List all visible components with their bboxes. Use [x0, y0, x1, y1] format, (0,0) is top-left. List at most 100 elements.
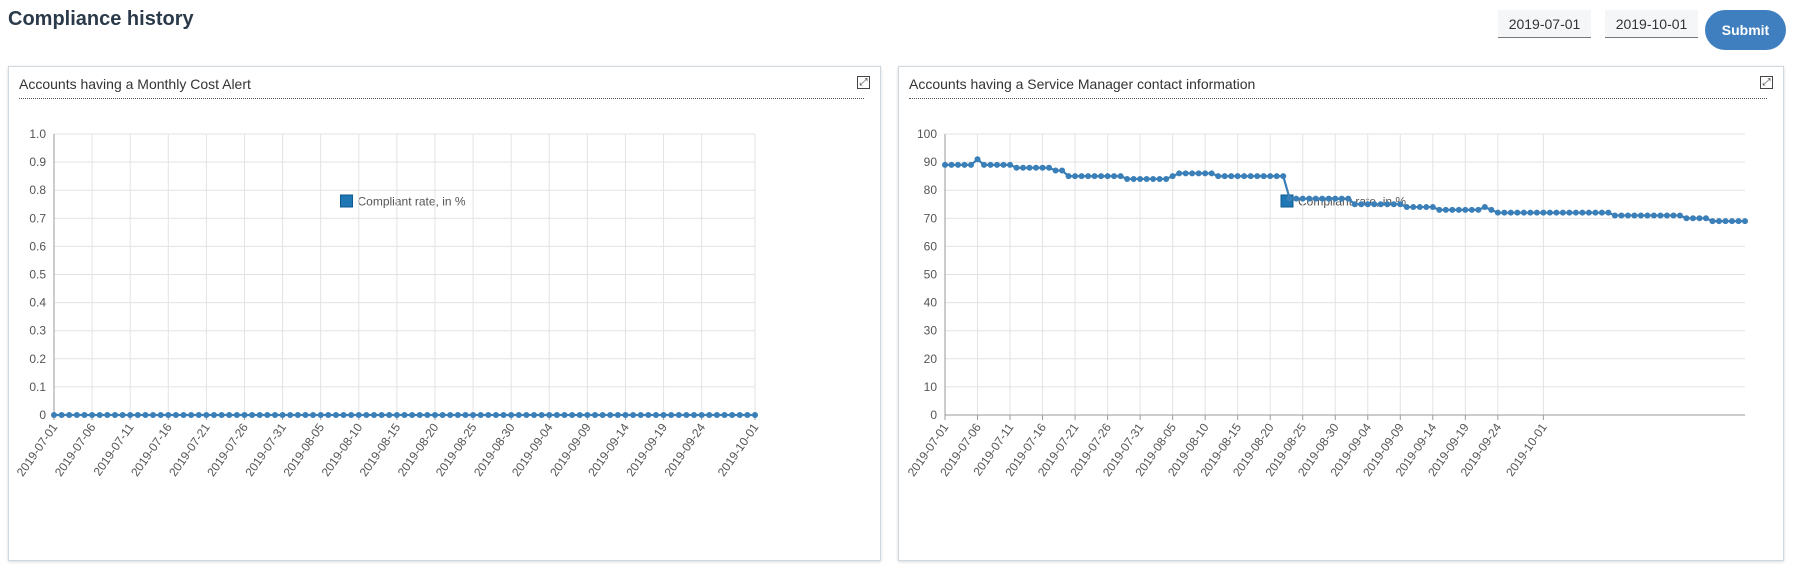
data-point[interactable]: [968, 161, 975, 168]
data-point[interactable]: [51, 412, 57, 418]
data-point[interactable]: [981, 161, 988, 168]
data-point[interactable]: [1650, 212, 1657, 219]
data-point[interactable]: [1637, 212, 1644, 219]
data-point[interactable]: [744, 412, 751, 418]
data-point[interactable]: [987, 161, 994, 168]
data-point[interactable]: [1208, 170, 1215, 177]
data-point[interactable]: [1228, 173, 1235, 180]
data-point[interactable]: [439, 412, 446, 418]
data-point[interactable]: [721, 412, 728, 418]
data-point[interactable]: [500, 412, 507, 418]
data-point[interactable]: [1293, 195, 1300, 202]
data-point[interactable]: [660, 412, 667, 418]
data-point[interactable]: [348, 412, 355, 418]
data-point[interactable]: [569, 412, 576, 418]
data-point[interactable]: [1546, 209, 1553, 216]
data-point[interactable]: [1488, 206, 1495, 213]
data-point[interactable]: [1527, 209, 1534, 216]
data-point[interactable]: [287, 412, 294, 418]
data-point[interactable]: [508, 412, 515, 418]
data-point[interactable]: [1663, 212, 1670, 219]
data-point[interactable]: [652, 412, 659, 418]
data-point[interactable]: [637, 412, 644, 418]
data-point[interactable]: [1098, 173, 1105, 180]
legend[interactable]: Compliant rate, in %: [340, 194, 466, 209]
data-point[interactable]: [470, 412, 477, 418]
data-point[interactable]: [1065, 173, 1072, 180]
data-point[interactable]: [1345, 195, 1352, 202]
data-point[interactable]: [393, 412, 400, 418]
data-point[interactable]: [1039, 164, 1046, 171]
data-point[interactable]: [119, 412, 126, 418]
data-point[interactable]: [58, 412, 65, 418]
submit-button[interactable]: Submit: [1705, 10, 1786, 50]
data-point[interactable]: [1481, 204, 1488, 211]
data-point[interactable]: [1631, 212, 1638, 219]
data-point[interactable]: [1247, 173, 1254, 180]
data-point[interactable]: [546, 412, 553, 418]
data-point[interactable]: [1325, 195, 1332, 202]
end-date-input[interactable]: [1605, 10, 1698, 38]
data-point[interactable]: [1319, 195, 1326, 202]
data-point[interactable]: [241, 412, 248, 418]
data-point[interactable]: [1709, 218, 1716, 225]
data-point[interactable]: [1722, 218, 1729, 225]
data-point[interactable]: [218, 412, 225, 418]
data-point[interactable]: [1540, 209, 1547, 216]
data-point[interactable]: [1455, 206, 1462, 213]
data-point[interactable]: [150, 412, 157, 418]
data-point[interactable]: [948, 161, 955, 168]
data-point[interactable]: [1059, 167, 1066, 174]
data-point[interactable]: [1013, 164, 1020, 171]
data-point[interactable]: [1592, 209, 1599, 216]
data-point[interactable]: [683, 412, 690, 418]
data-point[interactable]: [1234, 173, 1241, 180]
data-point[interactable]: [1559, 209, 1566, 216]
data-point[interactable]: [104, 412, 111, 418]
data-point[interactable]: [89, 412, 96, 418]
data-point[interactable]: [553, 412, 560, 418]
data-point[interactable]: [1221, 173, 1228, 180]
data-point[interactable]: [691, 412, 698, 418]
data-point[interactable]: [713, 412, 720, 418]
data-point[interactable]: [645, 412, 652, 418]
data-point[interactable]: [1091, 173, 1098, 180]
data-point[interactable]: [1514, 209, 1521, 216]
data-point[interactable]: [1215, 173, 1222, 180]
data-point[interactable]: [1696, 215, 1703, 222]
data-point[interactable]: [1605, 209, 1612, 216]
data-point[interactable]: [1195, 170, 1202, 177]
data-point[interactable]: [1085, 173, 1092, 180]
data-point[interactable]: [994, 161, 1001, 168]
data-point[interactable]: [561, 412, 568, 418]
data-point[interactable]: [424, 412, 431, 418]
data-point[interactable]: [454, 412, 461, 418]
data-point[interactable]: [416, 412, 423, 418]
data-point[interactable]: [1124, 175, 1131, 182]
data-point[interactable]: [1169, 173, 1176, 180]
data-point[interactable]: [1475, 206, 1482, 213]
data-point[interactable]: [1111, 173, 1118, 180]
data-point[interactable]: [249, 412, 256, 418]
data-point[interactable]: [1533, 209, 1540, 216]
data-point[interactable]: [1000, 161, 1007, 168]
data-point[interactable]: [1267, 173, 1274, 180]
data-point[interactable]: [1150, 175, 1157, 182]
data-point[interactable]: [1007, 161, 1014, 168]
data-point[interactable]: [1468, 206, 1475, 213]
data-point[interactable]: [73, 412, 80, 418]
data-point[interactable]: [1501, 209, 1508, 216]
data-point[interactable]: [1130, 175, 1137, 182]
data-point[interactable]: [1358, 201, 1365, 208]
data-point[interactable]: [1332, 195, 1339, 202]
data-point[interactable]: [1735, 218, 1742, 225]
data-point[interactable]: [1052, 167, 1059, 174]
data-point[interactable]: [1676, 212, 1683, 219]
data-point[interactable]: [1598, 209, 1605, 216]
data-point[interactable]: [431, 412, 438, 418]
data-point[interactable]: [1644, 212, 1651, 219]
data-point[interactable]: [1273, 173, 1280, 180]
data-point[interactable]: [523, 412, 530, 418]
data-point[interactable]: [1566, 209, 1573, 216]
data-point[interactable]: [1312, 195, 1319, 202]
